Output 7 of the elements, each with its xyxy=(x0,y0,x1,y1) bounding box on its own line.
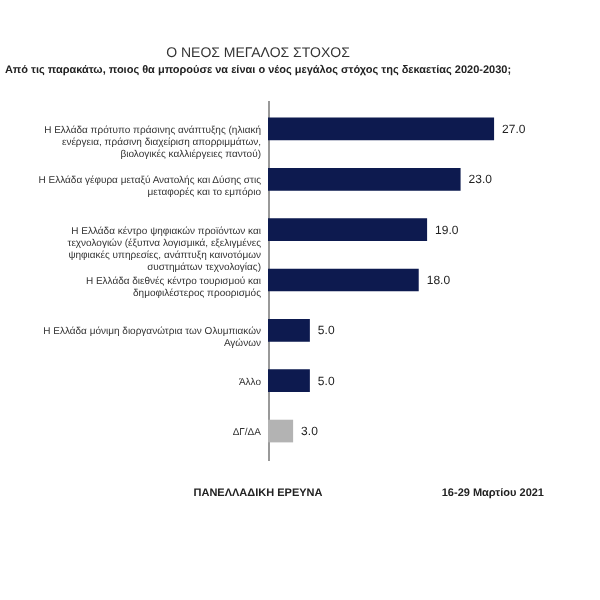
bar xyxy=(268,419,294,443)
bar xyxy=(268,369,310,393)
bar xyxy=(268,117,495,141)
bar xyxy=(268,167,461,191)
bar xyxy=(268,218,428,241)
bar xyxy=(268,268,419,292)
bar xyxy=(268,319,310,342)
